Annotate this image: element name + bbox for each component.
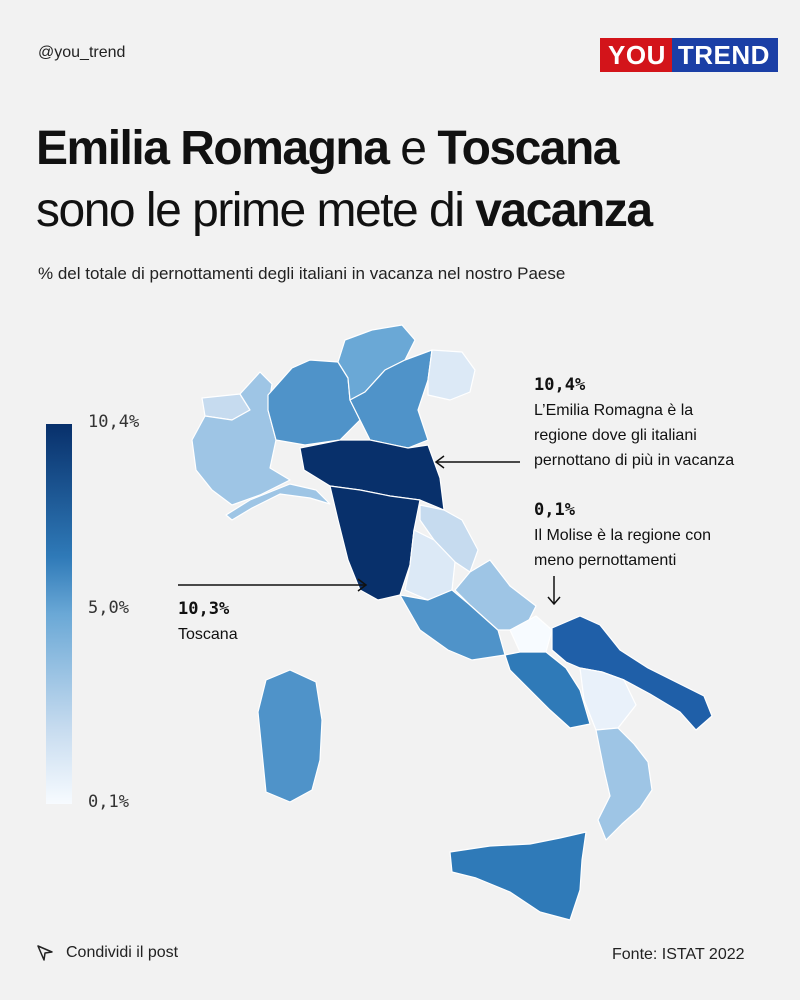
region-lazio [399,589,506,661]
region-puglia [551,615,713,731]
region-basilicata [579,667,637,731]
youtrend-logo: YOU TREND [600,38,778,72]
region-friuli [427,349,476,401]
region-sicilia [449,831,587,921]
handle-text: @you_trend [38,44,126,61]
region-toscana [329,485,421,601]
page-title: Emilia Romagna e Toscana sono le prime m… [36,122,653,237]
region-liguria [225,483,331,521]
annotation-emilia: 10,4% L’Emilia Romagna è la regione dove… [534,375,735,469]
annotation-molise: 0,1% Il Molise è la regione con meno per… [534,500,711,569]
legend-mid-label: 5,0% [88,598,129,618]
region-veneto [349,349,433,449]
legend-min-label: 0,1% [88,792,129,812]
subtitle: % del totale di pernottamenti degli ital… [38,264,566,283]
region-campania [504,651,591,729]
region-sardegna [257,669,323,803]
region-molise [509,615,553,653]
send-icon [37,945,53,961]
share-button[interactable]: Condividi il post [36,944,178,962]
color-legend-bar [46,424,72,804]
annotation-toscana: 10,3% Toscana [178,599,238,643]
legend-max-label: 10,4% [88,412,140,432]
region-calabria [595,727,653,841]
source-text: Fonte: ISTAT 2022 [612,946,745,963]
